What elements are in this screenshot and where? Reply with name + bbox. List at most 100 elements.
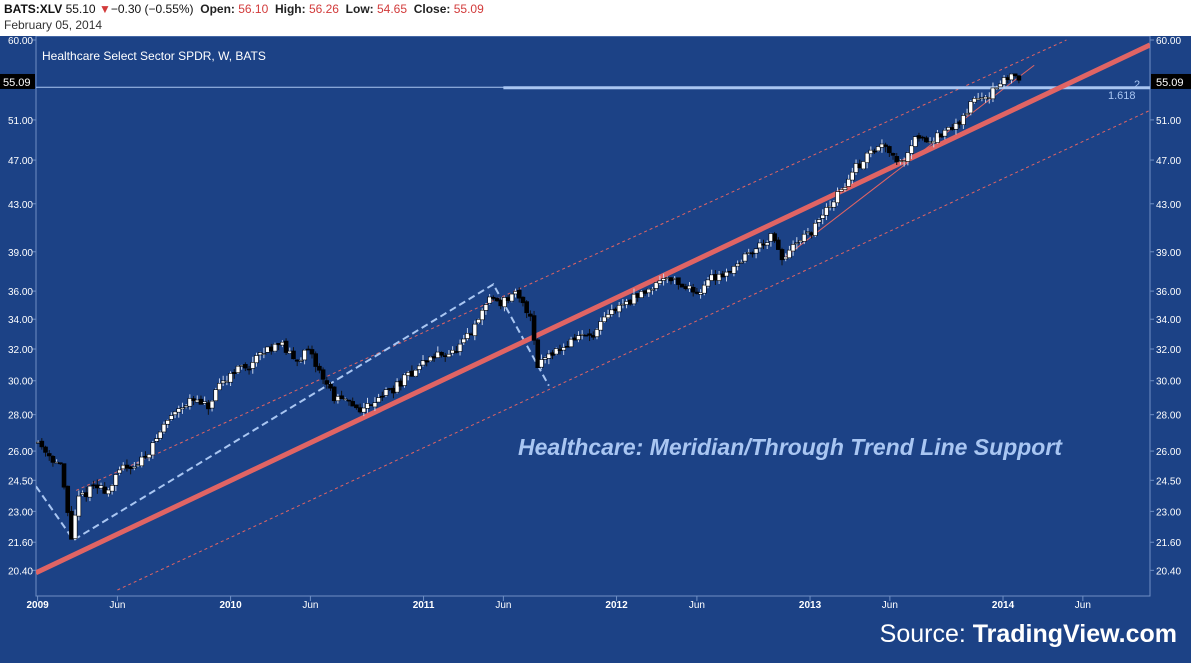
x-tick-label: 2012	[605, 600, 628, 611]
candle-body	[139, 456, 145, 467]
candle-body	[65, 485, 71, 513]
candle-body	[872, 150, 877, 153]
candle-body	[942, 129, 948, 137]
candle-body	[309, 349, 315, 355]
candle-body	[472, 323, 478, 337]
candle-body	[468, 333, 474, 336]
candle-body	[157, 431, 163, 439]
candle-body	[998, 83, 1003, 88]
candle-body	[605, 314, 611, 319]
candle-body	[842, 187, 848, 190]
candle-body	[735, 263, 740, 267]
candle-series	[36, 73, 1022, 541]
candle-body	[324, 380, 330, 385]
candle-body	[287, 350, 293, 354]
candle-body	[824, 207, 829, 216]
candle-body	[431, 356, 437, 359]
candle-body	[672, 278, 677, 280]
candle-body	[331, 386, 337, 402]
candle-body	[565, 345, 570, 348]
quote-line: BATS:XLV 55.10 ▼−0.30 (−0.55%) Open: 56.…	[4, 2, 484, 16]
candle-body	[668, 277, 674, 282]
candle-body	[368, 404, 374, 406]
candle-body	[635, 293, 640, 298]
down-arrow-icon: ▼	[98, 2, 111, 16]
candle-body	[983, 96, 988, 100]
candle-body	[320, 369, 326, 380]
fib-level-band	[503, 86, 1150, 90]
candle-body	[335, 396, 341, 402]
y-tick-label-left: 28.00	[8, 411, 33, 422]
candle-body	[835, 191, 840, 204]
candle-body	[887, 146, 892, 154]
candle-body	[853, 163, 859, 173]
y-tick-label-left: 24.50	[8, 476, 33, 487]
candle-body	[776, 239, 781, 250]
candle-body	[975, 98, 981, 101]
candle-body	[868, 149, 874, 155]
candle-body	[524, 301, 529, 314]
candle-body	[620, 303, 626, 306]
candle-body	[787, 249, 792, 259]
candle-body	[313, 353, 318, 367]
candle-body	[357, 407, 363, 413]
last-price-tag-right: 55.09	[1156, 77, 1184, 89]
candle-body	[43, 446, 48, 453]
candle-body	[305, 348, 311, 351]
candle-body	[376, 397, 381, 403]
candle-body	[439, 352, 444, 356]
candle-body	[217, 382, 222, 391]
x-tick-label: Jun	[689, 600, 705, 611]
candle-body	[931, 140, 937, 144]
candle-body	[39, 440, 45, 448]
candle-body	[109, 485, 115, 492]
open-label: Open:	[200, 2, 235, 16]
candle-body	[798, 240, 803, 243]
y-tick-label-left: 36.00	[8, 287, 33, 298]
candle-body	[428, 356, 433, 362]
candle-body	[739, 261, 744, 264]
candle-body	[383, 389, 389, 396]
candle-body	[380, 395, 385, 398]
close-value: 55.09	[453, 2, 484, 16]
candle-body	[479, 309, 485, 321]
price-chart[interactable]: 60.00 60.00 51.00 51.00 47.00 47.00 43.00 43.00…	[0, 36, 1191, 616]
candle-body	[135, 464, 141, 467]
candle-body	[235, 365, 241, 373]
candle-body	[705, 279, 711, 287]
main-trend-line	[36, 42, 1150, 576]
candle-body	[294, 359, 300, 362]
candle-body	[394, 381, 400, 393]
candle-body	[339, 395, 344, 399]
high-value: 56.26	[308, 2, 339, 16]
candle-body	[898, 160, 903, 162]
candle-body	[831, 201, 837, 208]
y-tick-label-right: 26.00	[1156, 447, 1181, 458]
candle-body	[912, 136, 918, 147]
candle-body	[531, 315, 537, 341]
candle-body	[450, 349, 455, 354]
candle-body	[280, 341, 285, 346]
candle-body	[827, 205, 833, 208]
candle-body	[683, 286, 689, 290]
candle-body	[80, 492, 85, 495]
candle-body	[516, 290, 522, 299]
candle-body	[968, 101, 974, 114]
candle-body	[505, 297, 511, 301]
symbol-label[interactable]: BATS:XLV	[4, 2, 63, 16]
candle-body	[198, 398, 204, 405]
candle-body	[328, 383, 333, 389]
candle-body	[365, 403, 370, 409]
candle-body	[713, 274, 718, 281]
candle-body	[598, 321, 603, 331]
chart-annotation: Healthcare: Meridian/Through Trend Line …	[518, 434, 1063, 460]
candle-body	[772, 233, 777, 242]
candle-body	[102, 486, 108, 494]
candle-body	[720, 273, 726, 278]
candle-body	[72, 514, 78, 539]
low-value: 54.65	[377, 2, 408, 16]
candle-body	[1009, 73, 1014, 81]
candle-body	[561, 347, 566, 351]
candle-body	[417, 365, 422, 370]
candle-body	[613, 308, 618, 311]
